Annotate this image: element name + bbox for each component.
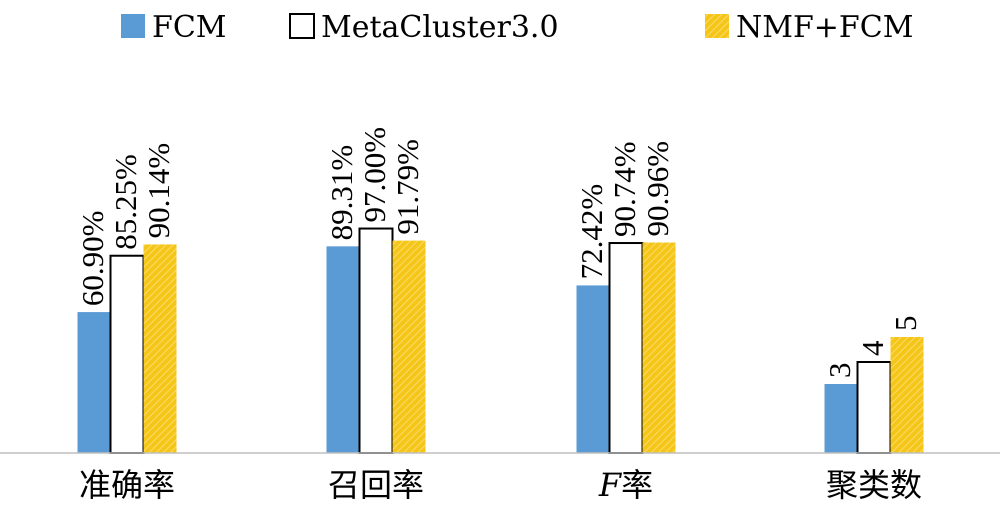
- data-label-0-0: 60.90%: [75, 210, 110, 306]
- legend-label-2: NMF+FCM: [736, 10, 913, 45]
- data-label-3-1: 4: [855, 340, 890, 356]
- bar-1-1: [358, 227, 394, 454]
- bar-2-1: [608, 242, 644, 454]
- category-labels: 准确率 召回率 F率 聚类数: [79, 466, 922, 504]
- legend-swatch-0: [121, 14, 145, 38]
- category-label-0: 准确率: [79, 466, 175, 504]
- bar-2-0: [576, 285, 610, 453]
- legend-label-0: FCM: [152, 10, 227, 45]
- data-label-2-0: 72.42%: [574, 184, 609, 280]
- data-label-3-0: 3: [822, 363, 857, 379]
- bars-layer: [77, 227, 924, 454]
- bar-3-2: [890, 337, 924, 453]
- legend-label-1: MetaCluster3.0: [321, 10, 559, 45]
- data-labels-layer: 60.90%85.25%90.14% 89.31%97.00%91.79% 72.4…: [75, 127, 923, 378]
- bar-1-0: [326, 246, 360, 453]
- data-label-2-2: 90.96%: [640, 141, 675, 237]
- bar-3-0: [824, 384, 858, 453]
- data-label-3-2: 5: [888, 316, 923, 332]
- bar-0-0: [77, 312, 111, 453]
- data-label-0-2: 90.14%: [141, 143, 176, 239]
- data-label-0-1: 85.25%: [108, 154, 143, 250]
- bar-3-1: [856, 361, 892, 454]
- legend: FCM MetaCluster3.0 NMF+FCM: [121, 10, 913, 45]
- data-label-1-0: 89.31%: [324, 145, 359, 241]
- bar-2-2: [642, 242, 676, 453]
- bar-1-2: [392, 240, 426, 453]
- category-label-1: 召回率: [328, 466, 424, 504]
- data-label-1-1: 97.00%: [357, 127, 392, 223]
- legend-swatch-2: [705, 14, 729, 38]
- data-label-1-2: 91.79%: [390, 139, 425, 235]
- bar-0-1: [109, 254, 145, 454]
- category-label-2: F率: [598, 466, 653, 504]
- legend-item-0: FCM: [121, 10, 227, 45]
- legend-item-2: NMF+FCM: [705, 10, 913, 45]
- bar-0-2: [143, 244, 177, 453]
- data-label-2-1: 90.74%: [607, 141, 642, 237]
- category-label-3: 聚类数: [826, 466, 922, 504]
- legend-swatch-1: [289, 13, 315, 39]
- legend-item-1: MetaCluster3.0: [289, 10, 559, 45]
